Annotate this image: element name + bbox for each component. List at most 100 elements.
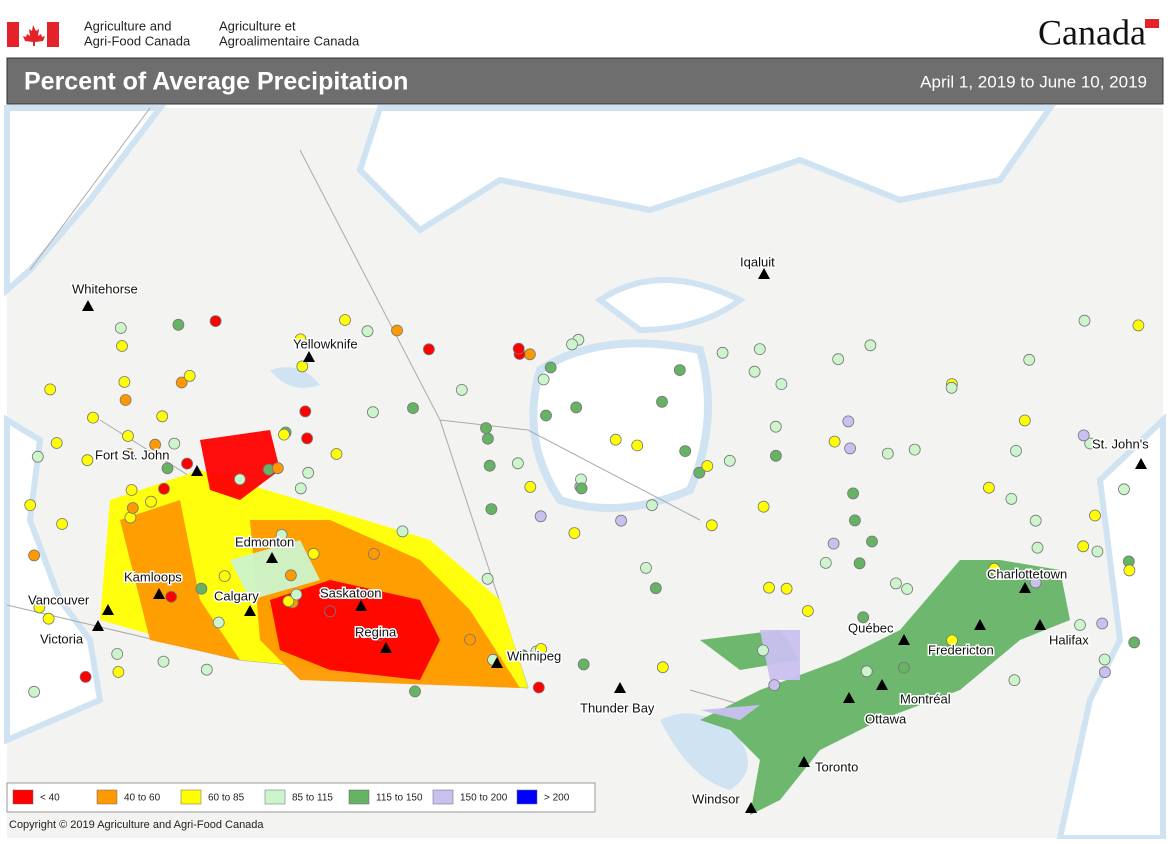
station-dot [516,649,529,662]
station-dot [1096,617,1109,630]
station-dot [577,658,590,671]
station-dot [768,679,781,691]
station-dot [881,447,894,460]
station-dot [769,420,782,433]
station-dot [409,685,421,698]
city-marker [974,619,986,630]
station-dot [481,432,494,445]
legend-label: 85 to 115 [292,793,333,804]
city-marker [380,642,392,653]
station-dot [112,666,125,678]
city-label: Edmonton [235,534,294,549]
legend-label: 60 to 85 [208,793,245,804]
station-dot [908,443,921,456]
station-dot [233,473,246,486]
city-marker [355,600,367,611]
station-dot [857,611,870,624]
station-dot [302,466,315,479]
station-dot [847,487,859,500]
city-marker [758,268,770,279]
station-dot [1023,353,1036,366]
wordmark: Canada [1038,12,1146,52]
city-marker [843,692,855,703]
station-dot [275,529,288,541]
station-dot [481,572,494,585]
station-dot [218,570,231,582]
station-dot [28,685,40,698]
station-dot [1077,540,1090,553]
station-dot [890,577,902,590]
precip-zone [200,430,280,500]
title-bar [6,57,1164,105]
station-dot [1077,429,1090,442]
station-dot [512,457,524,470]
station-dot [44,383,57,396]
station-dot [1098,653,1111,666]
station-dot [31,450,44,463]
city-marker [191,465,203,476]
station-dot [28,549,40,562]
station-dot [757,500,770,513]
city-marker [491,657,503,668]
station-dot [200,663,213,676]
station-dot [1008,674,1021,687]
station-dot [42,612,55,625]
station-dot [844,442,856,455]
station-dot [123,448,136,460]
station-dot [705,519,718,532]
agency-fr: Agriculture et [219,18,296,33]
station-dot [849,514,861,527]
station-dot [842,415,855,428]
station-dot [901,583,913,595]
station-dot [407,402,419,415]
city-marker [798,756,810,767]
station-dot [56,518,68,530]
station-dot [422,343,435,356]
station-dot [828,435,841,448]
station-dot [693,466,706,479]
station-dot [1005,492,1018,505]
station-dot [391,324,403,337]
station-dot [158,482,170,495]
station-dot [757,644,769,657]
city-label: Fredericton [928,642,994,657]
station-dot [485,503,498,516]
station-dot [282,595,295,608]
station-dot [864,339,877,352]
station-dot [723,454,736,467]
title: Percent of Average Precipitation [24,68,408,96]
station-dot [1018,414,1031,427]
station-dot [296,360,309,373]
station-dot [780,582,793,595]
station-dot [172,318,185,331]
city-label: Iqaluit [740,254,775,269]
city-marker [244,605,256,616]
station-dot [770,449,782,462]
station-dot [464,633,476,646]
station-dot [33,601,46,614]
station-dot [656,661,669,674]
legend-swatch [264,789,286,805]
copyright: Copyright © 2019 Agriculture and Agri-Fo… [9,819,264,831]
station-dot [535,643,547,655]
city-label: Calgary [214,588,259,603]
city-label: Québec [848,620,894,635]
station-dot [1029,576,1042,589]
station-dot [301,432,314,445]
city-label: Winnipeg [507,648,561,663]
station-dot [294,333,307,346]
cities: Whitehorse Yellowknife Iqaluit Fort St. Joh… [27,253,1151,813]
station-dot [575,482,588,495]
station-dot [1074,619,1086,631]
station-dot [455,383,468,396]
city-marker [1034,619,1046,630]
station-dot [157,655,170,668]
wordmark-flag [1145,19,1159,28]
station-dot [161,462,174,475]
station-dot [649,582,662,595]
station-dot [819,557,832,569]
station-dot [716,346,729,359]
city-marker [153,588,165,599]
station-dot [373,629,386,641]
